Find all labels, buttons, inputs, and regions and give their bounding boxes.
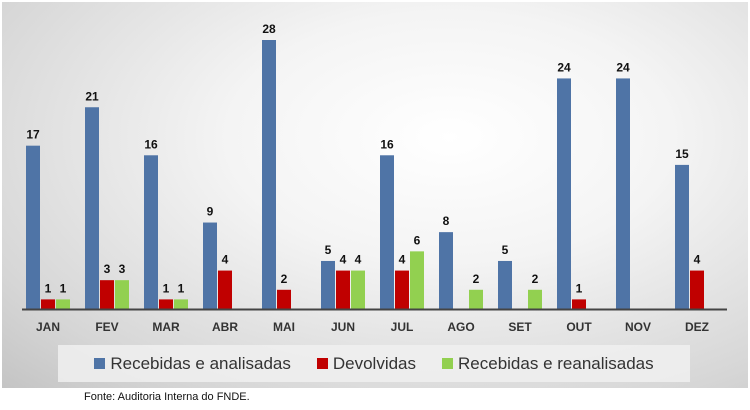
data-label: 5	[325, 243, 332, 257]
legend-swatch	[94, 358, 106, 369]
bar	[144, 155, 158, 309]
bar	[557, 78, 571, 309]
legend-item: Recebidas e reanalisadas	[442, 354, 654, 374]
bar	[218, 270, 232, 309]
category-label: MAR	[152, 320, 180, 334]
data-label: 1	[60, 281, 67, 295]
category-label: OUT	[566, 320, 592, 334]
category-label: FEV	[95, 320, 118, 334]
category-label: MAI	[273, 320, 295, 334]
bar	[410, 251, 424, 309]
bar	[380, 155, 394, 309]
category-label: JUL	[391, 320, 414, 334]
data-label: 3	[119, 262, 126, 276]
bar	[41, 299, 55, 309]
source-note: Fonte: Auditoria Interna do FNDE.	[84, 391, 250, 403]
data-label: 16	[144, 137, 158, 151]
bar	[469, 289, 483, 309]
bar	[498, 260, 512, 309]
data-label: 4	[694, 253, 701, 267]
legend-label: Recebidas e reanalisadas	[458, 353, 654, 373]
data-label: 2	[473, 272, 480, 286]
data-label: 8	[443, 214, 450, 228]
legend-item: Devolvidas	[316, 353, 417, 374]
bar	[336, 270, 350, 309]
bar	[321, 260, 335, 309]
bar	[203, 222, 217, 309]
category-label: NOV	[625, 320, 651, 334]
legend-label: Devolvidas	[332, 353, 417, 373]
data-label: 3	[104, 262, 111, 276]
bar	[395, 270, 409, 309]
bar	[690, 270, 704, 309]
bar	[85, 107, 99, 309]
data-label: 1	[576, 281, 583, 295]
bar	[56, 299, 70, 309]
data-label: 28	[262, 22, 276, 36]
data-label: 5	[502, 243, 509, 257]
data-label: 21	[85, 89, 99, 103]
data-label: 4	[340, 253, 347, 267]
bar	[26, 145, 40, 309]
data-label: 6	[414, 233, 421, 247]
data-label: 1	[163, 281, 170, 295]
data-label: 1	[45, 281, 52, 295]
bar	[616, 78, 630, 309]
data-label: 2	[281, 272, 288, 286]
legend-swatch	[442, 358, 454, 369]
data-label: 17	[26, 128, 40, 142]
bar	[572, 299, 586, 309]
data-label: 9	[207, 205, 214, 219]
category-label: DEZ	[685, 320, 709, 334]
data-label: 24	[557, 60, 571, 74]
data-label: 2	[532, 272, 539, 286]
bar	[351, 270, 365, 309]
category-label: AGO	[447, 320, 474, 334]
data-label: 4	[355, 253, 362, 267]
data-label: 24	[616, 60, 630, 74]
bar	[277, 289, 291, 309]
legend-label: Recebidas e analisadas	[110, 353, 291, 373]
data-label: 4	[222, 253, 229, 267]
category-label: SET	[508, 320, 532, 334]
bar	[174, 299, 188, 309]
bar	[159, 299, 173, 309]
bar	[262, 40, 276, 309]
bar	[439, 232, 453, 309]
category-label: JAN	[36, 320, 60, 334]
bar	[528, 289, 542, 309]
bar	[675, 164, 689, 309]
category-label: JUN	[331, 320, 355, 334]
bar	[100, 280, 114, 309]
data-label: 4	[399, 253, 406, 267]
data-label: 1	[178, 281, 185, 295]
category-label: ABR	[212, 320, 238, 334]
bar	[115, 280, 129, 309]
data-label: 16	[380, 137, 394, 151]
legend-item: Recebidas e analisadas	[94, 354, 291, 374]
legend-swatch	[316, 358, 328, 369]
legend: Recebidas e analisadas Devolvidas Recebida…	[58, 345, 690, 382]
data-label: 15	[675, 147, 689, 161]
